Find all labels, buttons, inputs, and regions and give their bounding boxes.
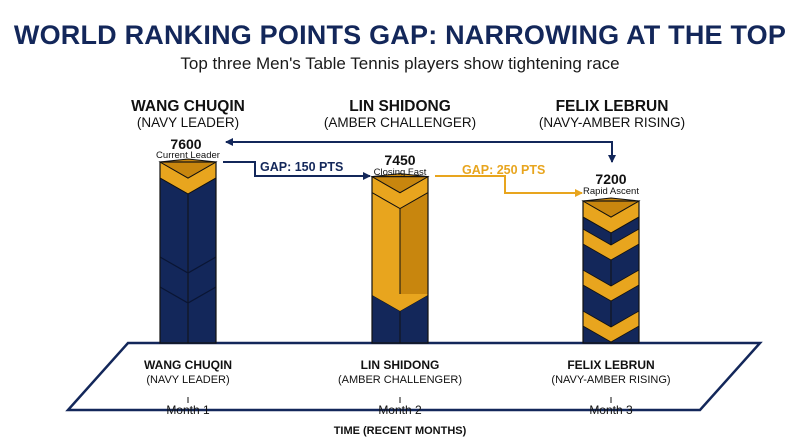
x-tick-label-1: Month 1	[166, 403, 210, 417]
player-1-base-name: WANG CHUQIN	[144, 358, 232, 372]
player-3-header-role: (NAVY-AMBER RISING)	[539, 115, 685, 130]
player-2-base-role: (AMBER CHALLENGER)	[338, 374, 462, 386]
note-label-2: Closing Fast	[374, 167, 427, 178]
gap-label-1: GAP: 150 PTS	[260, 160, 343, 174]
chart-subtitle: Top three Men's Table Tennis players sho…	[180, 54, 619, 73]
note-label-3: Rapid Ascent	[583, 186, 639, 197]
gap-arrow-3	[435, 175, 583, 197]
x-tick-label-2: Month 2	[378, 403, 422, 417]
floor-platform	[65, 341, 763, 412]
player-1-header-name: WANG CHUQIN	[131, 98, 245, 115]
value-label-2: 7450	[384, 152, 415, 168]
player-3-base-role: (NAVY-AMBER RISING)	[551, 374, 670, 386]
bar-1-segment-line-1	[159, 256, 217, 274]
player-1-header-role: (NAVY LEADER)	[137, 115, 239, 130]
player-2-header-role: (AMBER CHALLENGER)	[324, 115, 476, 130]
gap-arrows	[223, 138, 616, 197]
bar-1-outline	[159, 161, 217, 344]
chart-title: WORLD RANKING POINTS GAP: NARROWING AT T…	[14, 20, 786, 50]
bar-2-outline	[371, 176, 429, 344]
player-2-base-name: LIN SHIDONG	[361, 358, 440, 372]
note-label-1: Current Leader	[156, 150, 220, 161]
bar-2-seam	[372, 294, 428, 311]
bar-1-body-left	[159, 177, 189, 344]
leader-reference-arrow	[225, 138, 613, 162]
bar-3-outline	[582, 200, 640, 344]
bar-3	[581, 197, 641, 344]
bar-1	[158, 158, 218, 344]
bar-2	[370, 173, 430, 344]
bar-1-segment-line-2	[159, 286, 217, 304]
gap-label-2: GAP: 250 PTS	[462, 163, 545, 177]
bar-2-body-amber-right	[399, 191, 429, 312]
value-label-1: 7600	[170, 136, 201, 152]
player-3-base-name: FELIX LEBRUN	[567, 358, 654, 372]
bar-1-body-right	[187, 177, 217, 344]
x-tick-label-3: Month 3	[589, 403, 633, 417]
bar-2-body-amber-left	[371, 191, 401, 312]
bars-layer	[158, 158, 641, 344]
player-2-header-name: LIN SHIDONG	[349, 98, 451, 115]
player-1-base-role: (NAVY LEADER)	[146, 374, 229, 386]
value-label-3: 7200	[595, 171, 626, 187]
gap-arrow-2	[223, 161, 371, 180]
x-axis-label: TIME (RECENT MONTHS)	[334, 425, 467, 437]
player-3-header-name: FELIX LEBRUN	[556, 98, 669, 115]
